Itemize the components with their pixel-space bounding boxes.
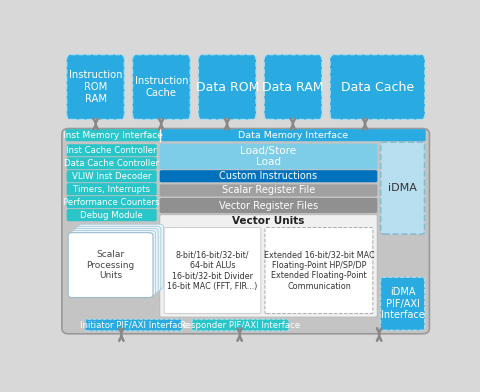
Text: Data Cache: Data Cache [341, 80, 414, 94]
FancyBboxPatch shape [265, 227, 373, 314]
FancyBboxPatch shape [85, 319, 182, 331]
FancyBboxPatch shape [71, 230, 156, 296]
Text: Inst Memory Interface: Inst Memory Interface [63, 131, 163, 140]
FancyBboxPatch shape [192, 319, 289, 331]
FancyBboxPatch shape [67, 157, 156, 169]
Text: Data Cache Controller: Data Cache Controller [64, 159, 159, 168]
FancyBboxPatch shape [76, 226, 161, 291]
Text: Custom Instructions: Custom Instructions [219, 171, 318, 181]
Text: iDMA
PIF/AXI
Interface: iDMA PIF/AXI Interface [381, 287, 424, 320]
FancyBboxPatch shape [67, 170, 156, 182]
FancyBboxPatch shape [160, 170, 377, 182]
Text: Scalar Register File: Scalar Register File [222, 185, 315, 196]
Text: iDMA: iDMA [388, 183, 417, 193]
Text: Instruction
Cache: Instruction Cache [134, 76, 188, 98]
FancyBboxPatch shape [198, 54, 256, 120]
Text: Inst Cache Controller: Inst Cache Controller [66, 146, 157, 155]
FancyBboxPatch shape [160, 214, 377, 317]
FancyBboxPatch shape [160, 129, 426, 141]
Text: Debug Module: Debug Module [80, 211, 143, 220]
FancyBboxPatch shape [160, 143, 377, 169]
Text: Vector Units: Vector Units [232, 216, 305, 226]
Text: 8-bit/16-bit/32-bit/
64-bit ALUs
16-bit/32-bit Divider
16-bit MAC (FFT, FIR...): 8-bit/16-bit/32-bit/ 64-bit ALUs 16-bit/… [168, 250, 258, 290]
FancyBboxPatch shape [66, 129, 160, 141]
Text: Vector Register Files: Vector Register Files [219, 200, 318, 211]
FancyBboxPatch shape [330, 54, 425, 120]
Text: Data RAM: Data RAM [262, 80, 324, 94]
Text: VLIW Inst Decoder: VLIW Inst Decoder [72, 172, 151, 181]
FancyBboxPatch shape [160, 198, 377, 213]
FancyBboxPatch shape [381, 278, 424, 330]
FancyBboxPatch shape [67, 196, 156, 208]
Text: Extended 16-bit/32-bit MAC
Floating-Point HP/SP/DP
Extended Floating-Point
Commu: Extended 16-bit/32-bit MAC Floating-Poin… [264, 250, 374, 290]
FancyBboxPatch shape [62, 129, 430, 334]
FancyBboxPatch shape [67, 54, 124, 120]
FancyBboxPatch shape [164, 227, 261, 314]
Text: Data Memory Interface: Data Memory Interface [238, 131, 348, 140]
Text: Load/Store
Load: Load/Store Load [240, 146, 297, 167]
FancyBboxPatch shape [132, 54, 190, 120]
FancyBboxPatch shape [68, 233, 153, 298]
FancyBboxPatch shape [160, 184, 377, 196]
Text: Performance Counters: Performance Counters [63, 198, 160, 207]
FancyBboxPatch shape [67, 144, 156, 156]
FancyBboxPatch shape [67, 183, 156, 195]
Text: Data ROM: Data ROM [195, 80, 259, 94]
Text: Timers, Interrupts: Timers, Interrupts [73, 185, 150, 194]
FancyBboxPatch shape [73, 229, 158, 293]
FancyBboxPatch shape [381, 142, 424, 234]
Text: Responder PIF/AXI Interface: Responder PIF/AXI Interface [180, 321, 300, 330]
FancyBboxPatch shape [79, 224, 163, 289]
Text: Initiator PIF/AXI Interface: Initiator PIF/AXI Interface [80, 321, 187, 330]
Text: Scalar
Processing
Units: Scalar Processing Units [86, 250, 135, 280]
Text: Instruction
ROM
RAM: Instruction ROM RAM [69, 71, 122, 103]
FancyBboxPatch shape [67, 209, 156, 221]
FancyBboxPatch shape [264, 54, 322, 120]
